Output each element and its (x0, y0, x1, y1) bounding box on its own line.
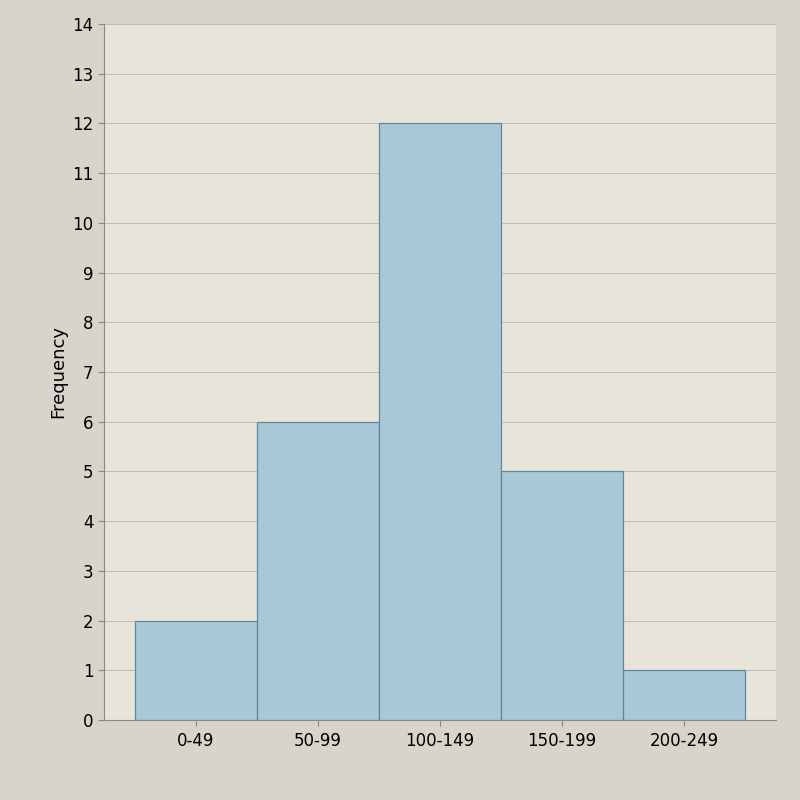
Y-axis label: Frequency: Frequency (49, 326, 66, 418)
Bar (134, 621, 257, 720)
Bar (623, 670, 746, 720)
Bar (257, 422, 379, 720)
Bar (501, 471, 623, 720)
Bar (379, 123, 501, 720)
